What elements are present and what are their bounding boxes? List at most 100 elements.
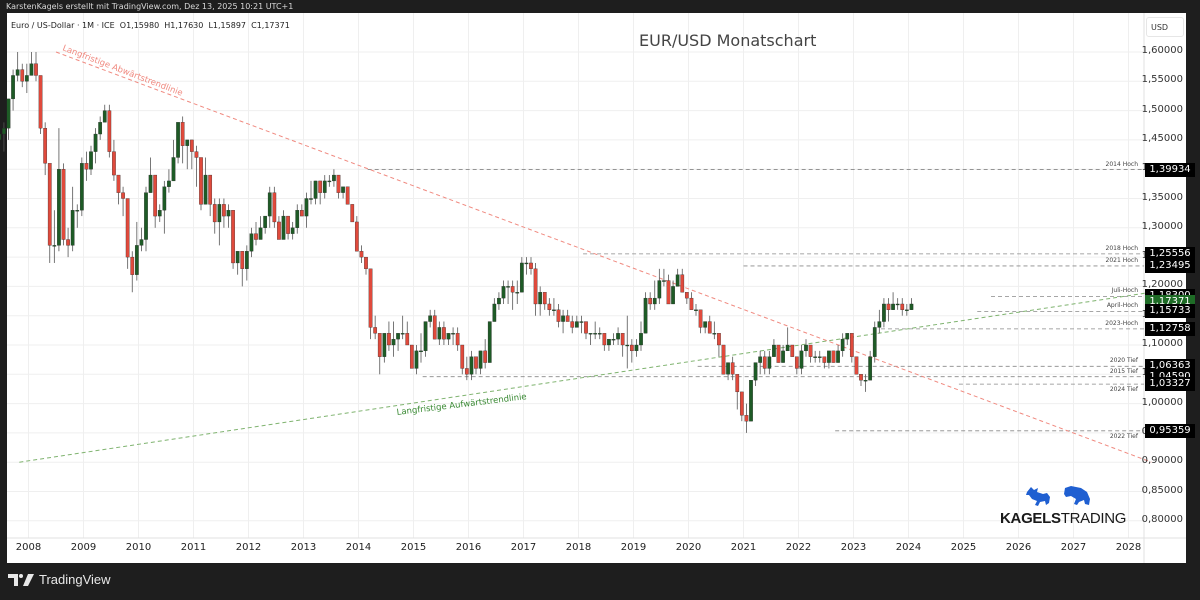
candle[interactable] bbox=[749, 380, 753, 422]
candle[interactable] bbox=[66, 227, 70, 258]
candle[interactable] bbox=[781, 345, 785, 363]
candle[interactable] bbox=[148, 157, 153, 193]
candle[interactable] bbox=[167, 169, 171, 193]
tradingview-logo[interactable]: TradingView bbox=[8, 572, 111, 587]
candle[interactable] bbox=[57, 128, 61, 252]
candle[interactable] bbox=[712, 321, 717, 340]
candle[interactable] bbox=[625, 315, 630, 369]
candle[interactable] bbox=[790, 344, 795, 357]
candle[interactable] bbox=[574, 315, 579, 328]
candle[interactable] bbox=[758, 350, 763, 375]
candle[interactable] bbox=[29, 52, 34, 76]
candle[interactable] bbox=[290, 221, 295, 240]
candle[interactable] bbox=[657, 268, 662, 304]
candle[interactable] bbox=[817, 350, 822, 363]
candle[interactable] bbox=[396, 333, 400, 351]
candle[interactable] bbox=[364, 256, 368, 275]
candle[interactable] bbox=[726, 362, 730, 381]
candle[interactable] bbox=[299, 204, 304, 217]
candle[interactable] bbox=[43, 122, 48, 176]
candle[interactable] bbox=[744, 403, 749, 433]
candle[interactable] bbox=[377, 333, 382, 375]
candle[interactable] bbox=[231, 210, 235, 269]
candle[interactable] bbox=[332, 169, 336, 187]
candle[interactable] bbox=[579, 315, 584, 334]
candle[interactable] bbox=[313, 180, 318, 205]
candle[interactable] bbox=[400, 315, 405, 340]
candle[interactable] bbox=[868, 350, 873, 381]
candle[interactable] bbox=[799, 345, 804, 375]
candle[interactable] bbox=[277, 216, 281, 240]
candle[interactable] bbox=[144, 186, 148, 252]
candle[interactable] bbox=[529, 257, 533, 275]
chart-area[interactable] bbox=[7, 13, 1186, 563]
candle[interactable] bbox=[446, 333, 451, 345]
candle[interactable] bbox=[414, 345, 419, 375]
candle[interactable] bbox=[254, 221, 258, 246]
candle[interactable] bbox=[629, 339, 634, 363]
candle[interactable] bbox=[11, 69, 15, 111]
candle[interactable] bbox=[671, 280, 675, 305]
candle[interactable] bbox=[267, 186, 272, 228]
candle[interactable] bbox=[139, 227, 144, 252]
candle[interactable] bbox=[840, 333, 845, 357]
candle[interactable] bbox=[199, 157, 203, 211]
candle[interactable] bbox=[634, 339, 639, 357]
candle[interactable] bbox=[244, 245, 249, 281]
candle[interactable] bbox=[785, 327, 790, 352]
candle[interactable] bbox=[272, 186, 277, 228]
candle[interactable] bbox=[309, 180, 313, 205]
candle[interactable] bbox=[648, 292, 653, 310]
candle[interactable] bbox=[24, 63, 29, 94]
candle[interactable] bbox=[451, 327, 455, 345]
candle[interactable] bbox=[772, 339, 776, 357]
candle[interactable] bbox=[359, 245, 364, 263]
candle[interactable] bbox=[84, 151, 89, 181]
candle[interactable] bbox=[189, 139, 194, 170]
candle[interactable] bbox=[904, 303, 909, 316]
candle[interactable] bbox=[510, 280, 515, 310]
candle[interactable] bbox=[831, 350, 836, 363]
candle[interactable] bbox=[208, 174, 213, 217]
candle[interactable] bbox=[877, 309, 882, 334]
candle[interactable] bbox=[730, 356, 735, 381]
candle[interactable] bbox=[588, 333, 593, 345]
candle[interactable] bbox=[112, 139, 116, 181]
candle[interactable] bbox=[872, 321, 877, 363]
candle[interactable] bbox=[542, 292, 547, 310]
candle[interactable] bbox=[222, 198, 226, 228]
candle[interactable] bbox=[565, 309, 570, 322]
candle[interactable] bbox=[185, 139, 190, 170]
candle[interactable] bbox=[854, 356, 859, 375]
candle[interactable] bbox=[497, 292, 501, 310]
candle[interactable] bbox=[318, 180, 323, 205]
candle[interactable] bbox=[607, 338, 611, 351]
candle[interactable] bbox=[387, 321, 391, 351]
candle[interactable] bbox=[538, 286, 543, 316]
candle[interactable] bbox=[602, 333, 607, 351]
candle[interactable] bbox=[176, 122, 180, 164]
candle[interactable] bbox=[34, 52, 38, 82]
candle[interactable] bbox=[717, 333, 721, 357]
candle[interactable] bbox=[739, 391, 744, 422]
candle[interactable] bbox=[102, 104, 107, 123]
candle[interactable] bbox=[584, 321, 588, 340]
candle[interactable] bbox=[134, 221, 139, 281]
candle[interactable] bbox=[75, 204, 80, 228]
candle[interactable] bbox=[469, 350, 474, 381]
candle[interactable] bbox=[501, 280, 506, 304]
candle[interactable] bbox=[616, 327, 620, 345]
candle[interactable] bbox=[405, 321, 410, 346]
candle[interactable] bbox=[437, 321, 442, 345]
candle[interactable] bbox=[235, 251, 240, 275]
candle[interactable] bbox=[827, 350, 831, 369]
candle[interactable] bbox=[804, 339, 808, 357]
candle[interactable] bbox=[0, 116, 2, 145]
candle[interactable] bbox=[836, 345, 840, 363]
candle[interactable] bbox=[909, 298, 914, 310]
candle[interactable] bbox=[620, 333, 625, 357]
candle[interactable] bbox=[767, 350, 772, 375]
candle[interactable] bbox=[570, 315, 575, 334]
candle[interactable] bbox=[680, 268, 685, 293]
candle[interactable] bbox=[327, 175, 332, 187]
